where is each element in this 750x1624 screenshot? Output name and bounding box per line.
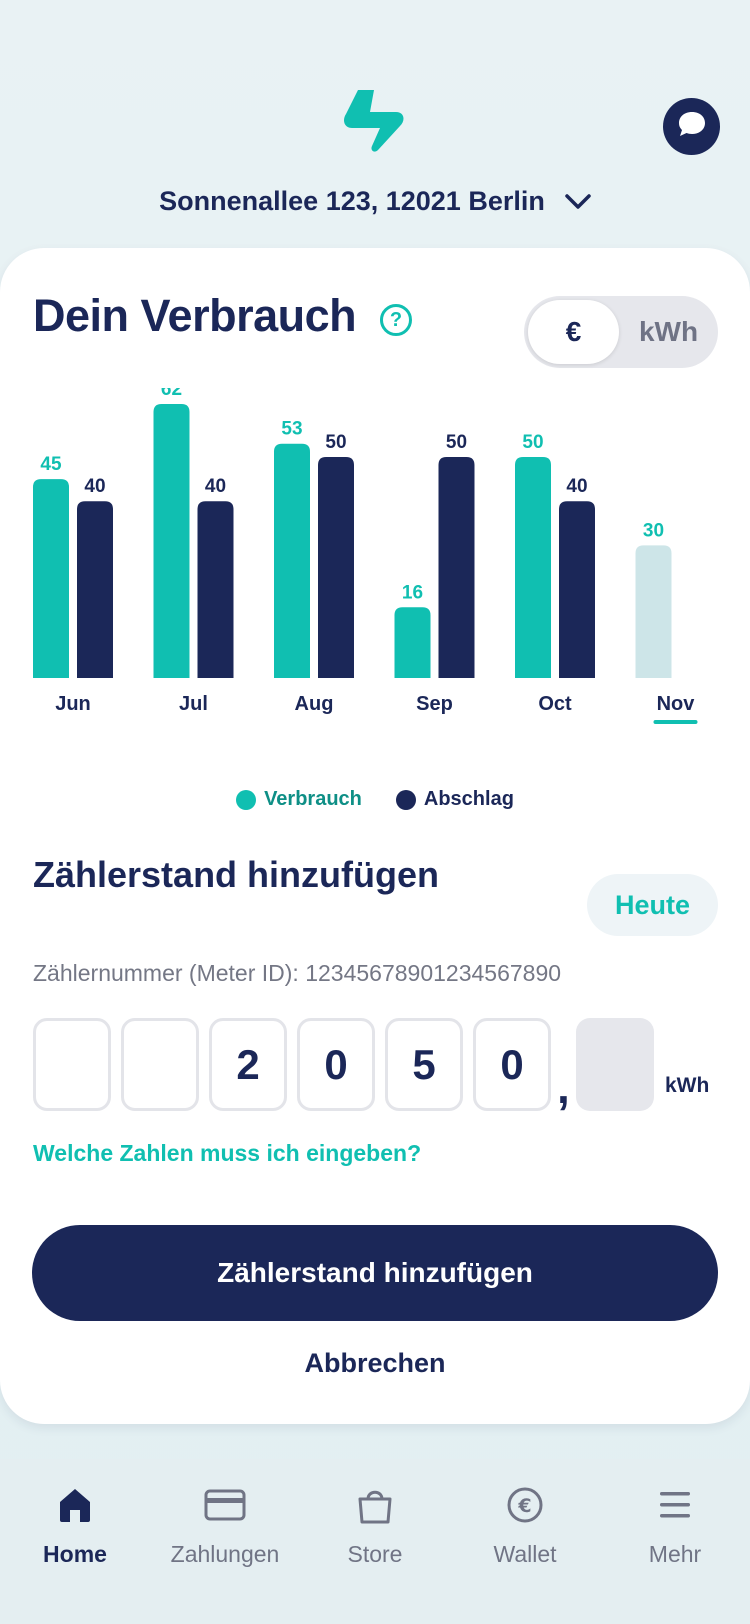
legend-label-verbrauch: Verbrauch xyxy=(264,788,362,810)
digit-field-5[interactable]: 5 xyxy=(385,1018,463,1111)
data-label-abschlag-aug: 50 xyxy=(325,432,346,453)
x-tick-label-jul: Jul xyxy=(179,693,208,715)
tab-zahlungen[interactable]: Zahlungen xyxy=(150,1459,300,1624)
data-label-verbrauch-sep: 16 xyxy=(402,582,423,603)
question-circle-icon[interactable]: ? xyxy=(380,304,412,336)
address-label: Sonnenallee 123, 12021 Berlin xyxy=(159,186,545,216)
tab-store-label: Store xyxy=(347,1541,403,1567)
digit-field-1[interactable] xyxy=(33,1018,111,1111)
legend-item-abschlag: Abschlag xyxy=(395,788,514,811)
credit-card-icon xyxy=(203,1483,247,1527)
chat-button[interactable] xyxy=(663,98,720,155)
toggle-kwh[interactable]: kWh xyxy=(638,316,699,347)
meter-id-label: Zählernummer (Meter ID): 123456789012345… xyxy=(33,960,562,986)
digit-field-3[interactable]: 2 xyxy=(209,1018,287,1111)
bar-abschlag-sep xyxy=(438,457,475,678)
unit-label: kWh xyxy=(665,1074,710,1097)
decimal-comma: , xyxy=(557,1061,570,1113)
tab-wallet-label: Wallet xyxy=(493,1541,557,1567)
bar-verbrauch-sep xyxy=(394,607,431,678)
chat-bubble-icon xyxy=(677,110,707,143)
data-label-verbrauch-jul: 62 xyxy=(161,388,182,400)
data-label-abschlag-sep: 50 xyxy=(446,432,467,453)
selected-month-indicator xyxy=(653,720,698,724)
data-label-abschlag-jul: 40 xyxy=(205,476,226,497)
data-label-verbrauch-nov: 30 xyxy=(643,520,664,541)
data-label-verbrauch-oct: 50 xyxy=(522,432,543,453)
bar-abschlag-jul xyxy=(197,501,234,678)
legend-dot-verbrauch xyxy=(236,789,257,810)
data-label-abschlag-jun: 40 xyxy=(84,476,105,497)
date-button[interactable]: Heute xyxy=(587,874,718,936)
data-label-verbrauch-jun: 45 xyxy=(40,454,62,475)
tab-wallet[interactable]: € Wallet xyxy=(450,1459,600,1624)
x-tick-label-sep: Sep xyxy=(416,693,453,715)
tab-store[interactable]: Store xyxy=(300,1459,450,1624)
consumption-card: Dein Verbrauch ? € kWh 45 40 Jun 62 40 Jul 53 5… xyxy=(0,248,750,1424)
legend-dot-abschlag xyxy=(395,789,416,810)
brand-logo xyxy=(340,88,408,156)
address-selector[interactable]: Sonnenallee 123, 12021 Berlin xyxy=(0,186,750,217)
tab-home-label: Home xyxy=(43,1541,107,1567)
submit-meter-reading-button[interactable]: Zählerstand hinzufügen xyxy=(32,1225,718,1321)
help-link[interactable]: Welche Zahlen muss ich eingeben? xyxy=(33,1140,422,1166)
bar-abschlag-jun xyxy=(77,501,113,678)
svg-text:€: € xyxy=(517,1495,531,1517)
chevron-down-icon xyxy=(565,193,591,210)
cancel-button[interactable]: Abbrechen xyxy=(304,1348,446,1378)
consumption-title: Dein Verbrauch xyxy=(33,290,357,341)
bar-verbrauch-jun xyxy=(33,479,69,678)
bar-verbrauch-jul xyxy=(153,403,190,678)
tab-mehr[interactable]: Mehr xyxy=(600,1459,750,1624)
data-label-verbrauch-aug: 53 xyxy=(281,419,302,440)
unit-toggle[interactable]: € kWh xyxy=(524,296,718,368)
data-label-abschlag-oct: 40 xyxy=(566,476,587,497)
bar-verbrauch-aug xyxy=(274,443,310,678)
digit-field-4[interactable]: 0 xyxy=(297,1018,375,1111)
bar-abschlag-aug xyxy=(318,457,354,678)
tab-zahlungen-label: Zahlungen xyxy=(170,1541,280,1567)
x-tick-label-aug: Aug xyxy=(295,693,334,715)
x-tick-label-nov: Nov xyxy=(657,693,696,715)
bottom-navigation: Home Zahlungen Store € Wallet Mehr xyxy=(0,1459,750,1624)
tab-home[interactable]: Home xyxy=(0,1459,150,1624)
meter-section-title: Zählerstand hinzufügen xyxy=(33,854,440,895)
decimal-digit-field[interactable] xyxy=(576,1018,654,1111)
x-tick-label-oct: Oct xyxy=(538,693,572,715)
home-icon xyxy=(53,1483,97,1527)
legend-item-verbrauch: Verbrauch xyxy=(236,788,362,811)
consumption-bar-chart: 45 40 Jun 62 40 Jul 53 50 Aug 16 50 Sep 50 40 Oct 30 Nov xyxy=(33,388,698,724)
digit-field-2[interactable] xyxy=(121,1018,199,1111)
euro-coin-icon: € xyxy=(503,1483,547,1527)
bar-abschlag-oct xyxy=(559,501,595,678)
x-tick-label-jun: Jun xyxy=(55,693,91,715)
digit-field-6[interactable]: 0 xyxy=(473,1018,551,1111)
tab-mehr-label: Mehr xyxy=(648,1541,702,1567)
bar-verbrauch-nov xyxy=(635,545,672,678)
menu-icon xyxy=(653,1483,697,1527)
legend-label-abschlag: Abschlag xyxy=(423,788,514,810)
bar-verbrauch-oct xyxy=(515,457,551,678)
chart-legend: Verbrauch Abschlag xyxy=(0,788,750,811)
toggle-euro[interactable]: € xyxy=(528,300,619,364)
shopping-bag-icon xyxy=(353,1483,397,1527)
